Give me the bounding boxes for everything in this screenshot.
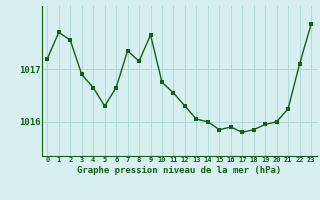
X-axis label: Graphe pression niveau de la mer (hPa): Graphe pression niveau de la mer (hPa) — [77, 166, 281, 175]
